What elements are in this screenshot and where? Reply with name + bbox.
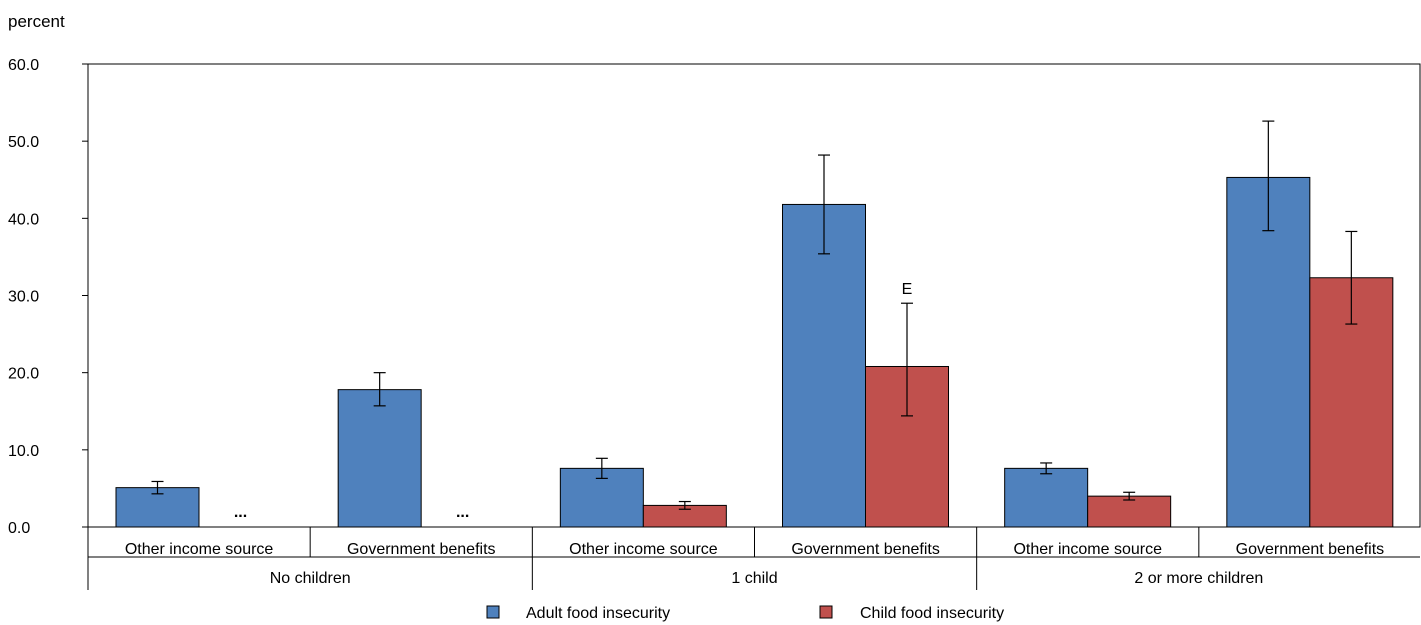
y-tick-label: 60.0 — [8, 57, 39, 74]
y-axis-label: percent — [8, 12, 65, 31]
bar-adult — [782, 203, 866, 528]
y-tick-label: 20.0 — [8, 366, 39, 383]
not-available-note: ... — [456, 504, 469, 521]
y-tick-label: 0.0 — [8, 520, 30, 537]
bar-adult — [337, 389, 422, 528]
category-label: Other income source — [569, 541, 718, 558]
legend-label-child: Child food insecurity — [860, 605, 1004, 622]
bar-child — [1087, 495, 1172, 528]
legend-swatch-child — [819, 605, 833, 619]
category-label: Other income source — [1013, 541, 1162, 558]
y-tick-label: 10.0 — [8, 443, 39, 460]
group-label: 2 or more children — [1134, 570, 1263, 587]
y-tick-label: 50.0 — [8, 134, 39, 151]
group-label: No children — [270, 570, 351, 587]
group-label: 1 child — [731, 570, 777, 587]
category-label: Government benefits — [791, 541, 940, 558]
category-label: Government benefits — [347, 541, 496, 558]
estimate-note: E — [902, 281, 913, 298]
bar-adult — [1004, 467, 1089, 528]
y-tick-label: 30.0 — [8, 289, 39, 306]
category-label: Government benefits — [1236, 541, 1385, 558]
legend-label-adult: Adult food insecurity — [526, 605, 670, 622]
plot-frame — [87, 63, 1421, 528]
not-available-note: ... — [234, 504, 247, 521]
legend-swatch-adult — [486, 605, 500, 619]
y-tick-label: 40.0 — [8, 211, 39, 228]
category-label: Other income source — [125, 541, 274, 558]
